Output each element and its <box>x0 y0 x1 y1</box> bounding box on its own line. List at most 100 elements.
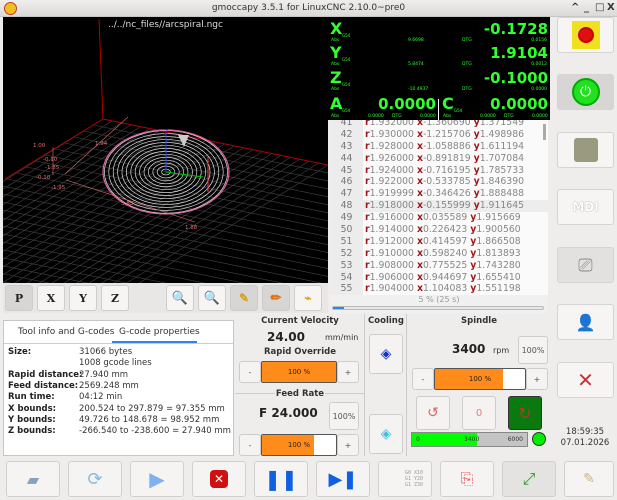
machine-power-button[interactable]: ⏻ <box>557 74 614 110</box>
gcode-line[interactable]: 41 r1.932000 x-1.360690 y1.371549 <box>330 120 548 129</box>
grid-line <box>35 160 328 222</box>
gcode-x: -0.716195 <box>422 164 471 176</box>
gcode-line[interactable]: 54 r1.906000 x0.944697 y1.655410 <box>330 271 548 284</box>
line-number: 51 <box>330 235 363 248</box>
spindle-stop-button[interactable]: 0 <box>462 396 496 430</box>
line-number: 48 <box>330 200 363 213</box>
gcode-line[interactable]: 44 r1.926000 x-0.891819 y1.707084 <box>330 152 548 165</box>
gcode-line[interactable]: 48 r1.918000 x-0.155999 y1.911645 <box>330 200 548 213</box>
view-y-button[interactable]: Y <box>69 285 97 311</box>
spindle-override-slider[interactable]: 100 % <box>434 368 526 390</box>
user-tabs-button[interactable]: ✕ <box>557 362 614 398</box>
settings-mode-button[interactable]: 👤 <box>557 304 614 340</box>
reload-button[interactable]: ⟳ <box>68 461 122 497</box>
dro-axis-letter: A <box>330 94 343 113</box>
dro-value[interactable]: 1.9104 <box>490 44 548 62</box>
feed-decrease-button[interactable]: - <box>239 434 261 456</box>
dro-value[interactable]: -0.1000 <box>483 69 548 87</box>
gcode-y: 1.900560 <box>476 224 521 236</box>
grid-line <box>6 178 328 245</box>
estop-button[interactable] <box>557 17 614 53</box>
spindle-decrease-button[interactable]: - <box>412 368 434 390</box>
show-tool-path-button[interactable]: ✏ <box>262 285 290 311</box>
jog-keypad-icon <box>573 138 598 162</box>
spindle-reset-button[interactable]: 100% <box>518 336 548 364</box>
edit-exit-button[interactable]: ⎘ <box>440 461 494 497</box>
feed-increase-button[interactable]: + <box>337 434 359 456</box>
dro-value[interactable]: 0.0000 <box>378 95 436 113</box>
pause-icon: ❚❚ <box>264 467 298 491</box>
gcode-scrollbar[interactable] <box>543 124 546 140</box>
dro-dtg-label: DTG <box>462 87 472 92</box>
edit-gcode-button[interactable]: ✎ <box>564 461 614 497</box>
mist-button[interactable]: ◈ <box>369 414 403 454</box>
tab-gcode-properties[interactable]: G-code properties <box>119 327 200 337</box>
auto-mode-button[interactable]: ⎚ <box>557 247 614 283</box>
window-shade-button[interactable]: ^ <box>571 2 580 13</box>
zoom-in-button[interactable]: 🔍 <box>166 285 194 311</box>
gcode-r: 1.919999 <box>369 188 414 200</box>
rapid-decrease-button[interactable]: - <box>239 361 261 383</box>
clear-plot-button[interactable]: ⌁ <box>294 285 322 311</box>
view-z-button[interactable]: Z <box>101 285 129 311</box>
run-from-line-button[interactable]: G0 X10 G1 Y20 G1 Z30 <box>378 461 432 497</box>
gcode-line[interactable]: 53 r1.908000 x0.775525 y1.743280 <box>330 259 548 272</box>
user-settings-icon: 👤 <box>575 312 596 332</box>
run-button[interactable]: ▶ <box>130 461 184 497</box>
window-maximize-button[interactable]: □ <box>595 2 605 13</box>
spindle-forward-button[interactable]: ↻ <box>508 396 542 430</box>
dro-value[interactable]: -0.1728 <box>483 20 548 38</box>
grid-line <box>3 275 328 283</box>
zoom-out-button[interactable]: 🔍 <box>198 285 226 311</box>
gcode-line[interactable]: 43 r1.928000 x-1.058886 y1.611194 <box>330 140 548 153</box>
gcode-line[interactable]: 50 r1.914000 x0.226423 y1.900560 <box>330 224 548 236</box>
gcode-line[interactable]: 52 r1.910000 x0.598240 y1.813893 <box>330 247 548 260</box>
tools-icon: ✕ <box>577 368 594 392</box>
gcode-line[interactable]: 49 r1.916000 x0.035589 y1.915669 <box>330 212 548 225</box>
line-number: 45 <box>330 164 363 177</box>
step-button[interactable]: ▶❚ <box>316 461 370 497</box>
property-key: Y bounds: <box>8 414 56 425</box>
x-axis-indicator <box>165 171 204 178</box>
grid-line <box>3 193 328 261</box>
gcode-line[interactable]: 46 r1.922000 x-0.533785 y1.846390 <box>330 176 548 189</box>
property-key: X bounds: <box>8 403 57 414</box>
fullscreen-button[interactable]: ⤢ <box>502 461 556 497</box>
cnc-machine-icon: ⎚ <box>578 254 593 276</box>
gcode-icon-line: G1 Z30 <box>404 482 423 488</box>
open-file-button[interactable]: ▰ <box>6 461 60 497</box>
window-close-button[interactable]: X <box>607 2 615 13</box>
gcode-line[interactable]: 42 r1.930000 x-1.215706 y1.498986 <box>330 128 548 141</box>
gcode-r: 1.904000 <box>369 283 414 295</box>
clock: 18:59:35 07.01.2026 <box>553 427 617 449</box>
view-perspective-button[interactable]: P <box>5 285 33 311</box>
manual-mode-button[interactable] <box>557 132 614 168</box>
grid-line <box>3 281 11 283</box>
gcode-view[interactable]: 41 r1.932000 x-1.360690 y1.371549 42 r1.930… <box>330 120 548 303</box>
gcode-line[interactable]: 47 r1.919999 x-0.346426 y1.888488 <box>330 188 548 201</box>
file-name: ../../nc_files//arcspiral.ngc <box>108 20 223 30</box>
toolpath-outline <box>102 129 230 215</box>
spindle-increase-button[interactable]: + <box>526 368 548 390</box>
dro-value[interactable]: 0.0000 <box>490 95 548 113</box>
grid-line <box>3 233 245 283</box>
view-x-button[interactable]: X <box>37 285 65 311</box>
gcode-line[interactable]: 55 r1.904000 x1.104083 y1.551198 <box>330 283 548 296</box>
gcode-r: 1.910000 <box>369 247 414 259</box>
rapid-override-slider[interactable]: 100 % <box>261 361 337 383</box>
spindle-reverse-button[interactable]: ↺ <box>416 396 450 430</box>
stop-button[interactable]: ✕ <box>192 461 246 497</box>
flood-button[interactable]: ◈ <box>369 334 403 374</box>
show-dimensions-button[interactable]: ✎ <box>230 285 258 311</box>
gcode-line[interactable]: 51 r1.912000 x0.414597 y1.866508 <box>330 235 548 248</box>
pause-button[interactable]: ❚❚ <box>254 461 308 497</box>
mdi-mode-button[interactable]: MDI <box>557 189 614 225</box>
gcode-line[interactable]: 45 r1.924000 x-0.716195 y1.785733 <box>330 164 548 177</box>
property-key: Size: <box>8 347 32 357</box>
feed-reset-button[interactable]: 100% <box>329 402 359 430</box>
rapid-increase-button[interactable]: + <box>337 361 359 383</box>
feed-override-slider[interactable]: 100 % <box>261 434 337 456</box>
window-minimize-button[interactable]: _ <box>584 2 589 13</box>
tab-tool-info[interactable]: Tool info and G-codes <box>18 327 115 337</box>
3d-preview[interactable]: ../../nc_files//arcspiral.ngc Z 1.00 -0.… <box>3 17 328 283</box>
